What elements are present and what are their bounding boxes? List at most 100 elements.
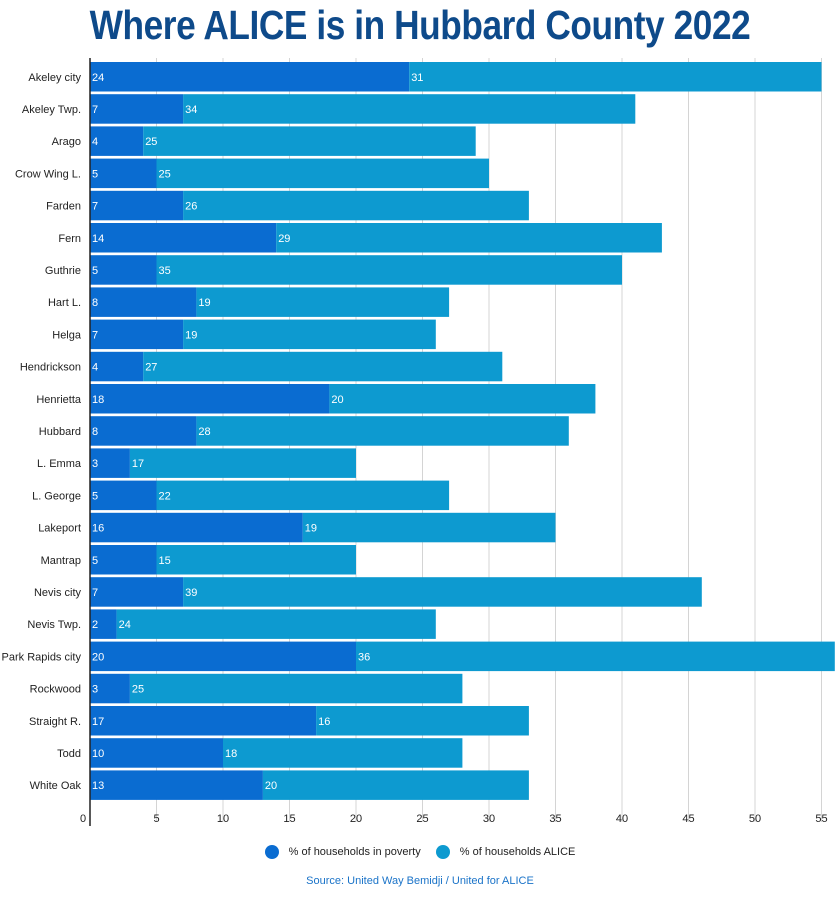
category-label-fern: Fern [58, 233, 81, 245]
data-label-poverty-straight-r: 17 [92, 716, 104, 728]
chart-title: Where ALICE is in Hubbard County 2022 [89, 2, 751, 48]
data-label-alice-todd: 18 [225, 748, 237, 760]
x-tick-label-45: 45 [682, 813, 694, 825]
x-tick-label-20: 20 [350, 813, 362, 825]
data-label-poverty-helga: 7 [92, 329, 98, 341]
bar-alice-akeley-city [409, 62, 822, 92]
category-label-akeley-city: Akeley city [28, 72, 81, 84]
data-label-poverty-hubbard: 8 [92, 426, 98, 438]
category-label-arago: Arago [52, 136, 81, 148]
data-label-alice-helga: 19 [185, 329, 197, 341]
bar-poverty-white-oak [90, 770, 263, 800]
bar-poverty-nevis-city [90, 577, 184, 607]
category-label-todd: Todd [57, 748, 81, 760]
category-label-hendrickson: Hendrickson [20, 362, 81, 374]
data-label-alice-fern: 29 [278, 233, 290, 245]
bar-alice-arago [143, 126, 476, 156]
category-label-hubbard: Hubbard [39, 426, 81, 438]
bar-alice-guthrie [156, 255, 622, 285]
bar-alice-lakeport [302, 512, 556, 543]
legend-item-alice: % of households ALICE [435, 845, 576, 859]
bar-alice-fern [276, 223, 662, 253]
bar-alice-crow-wing-l [156, 158, 489, 189]
legend-label-poverty: % of households in poverty [288, 846, 421, 858]
category-label-straight-r: Straight R. [29, 716, 81, 728]
bar-alice-l-emma [129, 448, 356, 478]
data-label-alice-rockwood: 25 [132, 684, 144, 696]
data-label-poverty-park-rapids-city: 20 [92, 651, 104, 663]
data-label-alice-akeley-city: 31 [411, 72, 423, 84]
bar-alice-todd [223, 738, 463, 768]
legend-label-alice: % of households ALICE [459, 846, 576, 858]
bar-poverty-guthrie [90, 255, 157, 285]
bar-alice-rockwood [129, 673, 463, 704]
bar-poverty-hendrickson [90, 351, 144, 382]
x-tick-label-35: 35 [549, 813, 561, 825]
bar-poverty-farden [90, 190, 184, 221]
bar-poverty-henrietta [90, 384, 330, 414]
bar-poverty-lakeport [90, 512, 303, 543]
data-label-poverty-rockwood: 3 [92, 684, 98, 696]
data-label-alice-mantrap: 15 [159, 555, 171, 567]
category-label-akeley-twp: Akeley Twp. [22, 104, 81, 116]
data-label-poverty-nevis-twp: 2 [92, 619, 98, 631]
category-label-crow-wing-l: Crow Wing L. [15, 168, 81, 180]
bar-poverty-todd [90, 738, 223, 768]
bar-alice-park-rapids-city [356, 641, 835, 672]
data-label-poverty-white-oak: 13 [92, 780, 104, 792]
bar-poverty-akeley-city [90, 62, 410, 92]
data-label-poverty-todd: 10 [92, 748, 104, 760]
bar-alice-l-george [156, 480, 450, 511]
data-label-poverty-arago: 4 [92, 136, 98, 148]
bar-poverty-crow-wing-l [90, 158, 157, 189]
data-label-poverty-akeley-city: 24 [92, 72, 104, 84]
data-label-poverty-nevis-city: 7 [92, 587, 98, 599]
bar-alice-henrietta [329, 384, 596, 414]
bar-poverty-mantrap [90, 545, 157, 575]
data-label-poverty-farden: 7 [92, 201, 98, 213]
bar-alice-helga [183, 319, 436, 350]
data-label-poverty-fern: 14 [92, 233, 104, 245]
category-label-henrietta: Henrietta [36, 394, 82, 406]
data-label-poverty-guthrie: 5 [92, 265, 98, 277]
bar-poverty-arago [90, 126, 144, 156]
category-labels: Akeley city Akeley Twp. Arago Crow Wing L. F… [2, 72, 82, 792]
bar-alice-hubbard [196, 416, 569, 446]
data-label-poverty-l-george: 5 [92, 490, 98, 502]
data-label-alice-hart-l: 19 [198, 297, 210, 309]
data-label-poverty-henrietta: 18 [92, 394, 104, 406]
data-label-alice-straight-r: 16 [318, 716, 330, 728]
category-label-lakeport: Lakeport [38, 523, 81, 535]
data-label-poverty-akeley-twp: 7 [92, 104, 98, 116]
data-label-alice-arago: 25 [145, 136, 157, 148]
data-label-alice-henrietta: 20 [331, 394, 343, 406]
category-label-nevis-city: Nevis city [34, 587, 82, 599]
bar-poverty-helga [90, 319, 184, 350]
data-label-alice-park-rapids-city: 36 [358, 651, 370, 663]
x-tick-label-25: 25 [416, 813, 428, 825]
category-label-helga: Helga [52, 329, 82, 341]
data-label-alice-farden: 26 [185, 201, 197, 213]
category-label-hart-l: Hart L. [48, 297, 81, 309]
legend: % of households in poverty % of househol… [0, 845, 840, 862]
category-label-park-rapids-city: Park Rapids city [2, 651, 82, 663]
legend-dot-poverty-icon [264, 845, 279, 859]
data-label-poverty-l-emma: 3 [92, 458, 98, 470]
bar-alice-nevis-city [183, 577, 702, 607]
data-label-poverty-lakeport: 16 [92, 523, 104, 535]
category-label-l-emma: L. Emma [37, 458, 82, 470]
category-label-nevis-twp: Nevis Twp. [27, 619, 81, 631]
x-tick-label-15: 15 [283, 813, 295, 825]
category-label-guthrie: Guthrie [45, 265, 81, 277]
category-label-white-oak: White Oak [30, 780, 82, 792]
bar-poverty-l-george [90, 480, 157, 511]
data-label-alice-l-george: 22 [159, 490, 171, 502]
data-label-alice-nevis-twp: 24 [119, 619, 131, 631]
x-tick-label-40: 40 [616, 813, 628, 825]
x-tick-label-10: 10 [217, 813, 229, 825]
bar-poverty-straight-r [90, 706, 317, 736]
bar-poverty-nevis-twp [90, 609, 117, 639]
bar-poverty-hubbard [90, 416, 197, 446]
x-tick-label-55: 55 [815, 813, 827, 825]
